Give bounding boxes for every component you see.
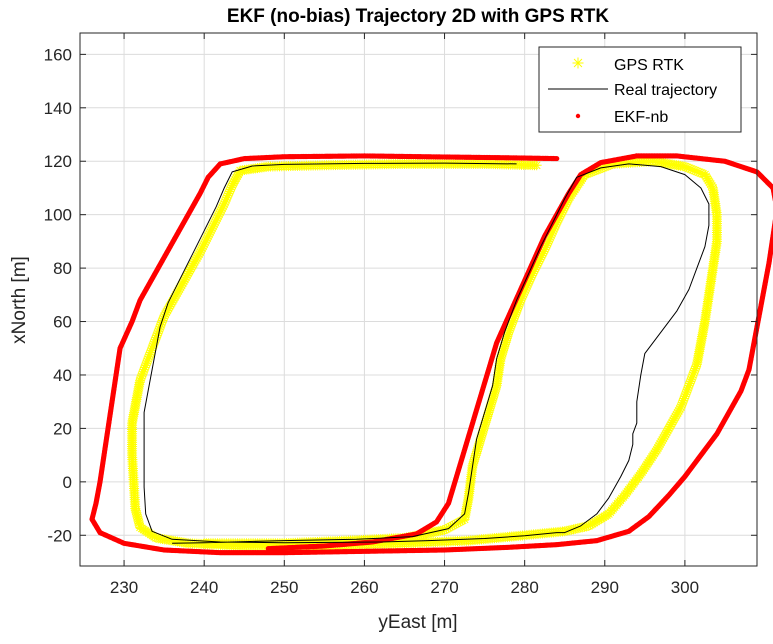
legend-label-real-trajectory: Real trajectory [614, 82, 717, 99]
x-tick-label: 240 [190, 578, 218, 597]
chart-title: EKF (no-bias) Trajectory 2D with GPS RTK [227, 6, 609, 27]
y-axis-label: xNorth [m] [9, 256, 30, 344]
x-axis-label: yEast [m] [378, 612, 457, 633]
legend-label-gps-rtk: GPS RTK [614, 57, 684, 74]
legend-label-ekf-nb: EKF-nb [614, 109, 668, 126]
y-tick-label: 160 [44, 45, 72, 64]
ekf-nb-point [266, 546, 271, 551]
x-tick-label: 300 [671, 578, 699, 597]
x-tick-label: 260 [350, 578, 378, 597]
x-tick-label: 270 [430, 578, 458, 597]
y-tick-label: 100 [44, 206, 72, 225]
x-tick-label: 250 [270, 578, 298, 597]
legend: GPS RTK Real trajectory EKF-nb [539, 47, 741, 132]
y-tick-label: -20 [47, 526, 72, 545]
y-tick-label: 140 [44, 99, 72, 118]
legend-asterisk [573, 58, 584, 69]
legend-symbol-gps-rtk [573, 58, 584, 69]
y-tick-label: 0 [63, 473, 72, 492]
x-tick-label: 280 [510, 578, 538, 597]
legend-symbol-ekf-nb [576, 114, 580, 118]
y-tick-label: 120 [44, 152, 72, 171]
y-tick-label: 40 [53, 366, 72, 385]
y-tick-label: 20 [53, 419, 72, 438]
x-tick-label: 290 [591, 578, 619, 597]
x-tick-label: 230 [110, 578, 138, 597]
y-tick-label: 80 [53, 259, 72, 278]
y-tick-label: 60 [53, 313, 72, 332]
